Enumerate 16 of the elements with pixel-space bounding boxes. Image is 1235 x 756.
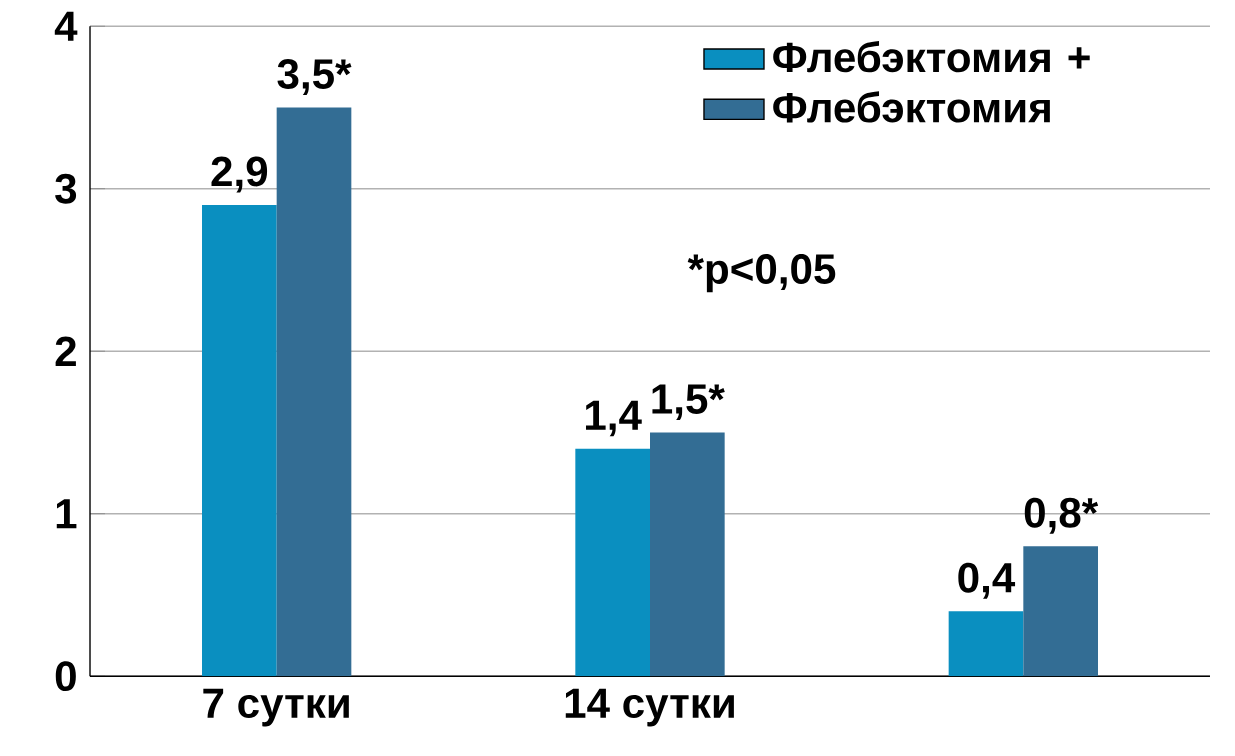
y-tick-label: 4 [54,11,78,41]
x-tick-label: 7 сутки [203,688,349,727]
data-label: 0,8* [1024,497,1099,534]
x-tick-label: 14 сутки [565,688,734,727]
y-tick-label: 3 [55,173,77,204]
legend-label: Флебэктомия + [773,40,1090,73]
y-tick-label: 0 [55,661,76,692]
data-label: 2,9 [211,156,268,193]
data-label: 0,4 [958,562,1016,599]
annotation: *p<0,05 [687,254,836,293]
y-tick-label: 2 [55,336,76,366]
y-tick-label: 1 [56,499,77,529]
data-label: 3,5* [277,58,352,95]
legend-label: Флебэктомия [773,91,1050,123]
data-label: 1,4 [586,400,642,437]
data-label: 1,5* [652,384,725,420]
